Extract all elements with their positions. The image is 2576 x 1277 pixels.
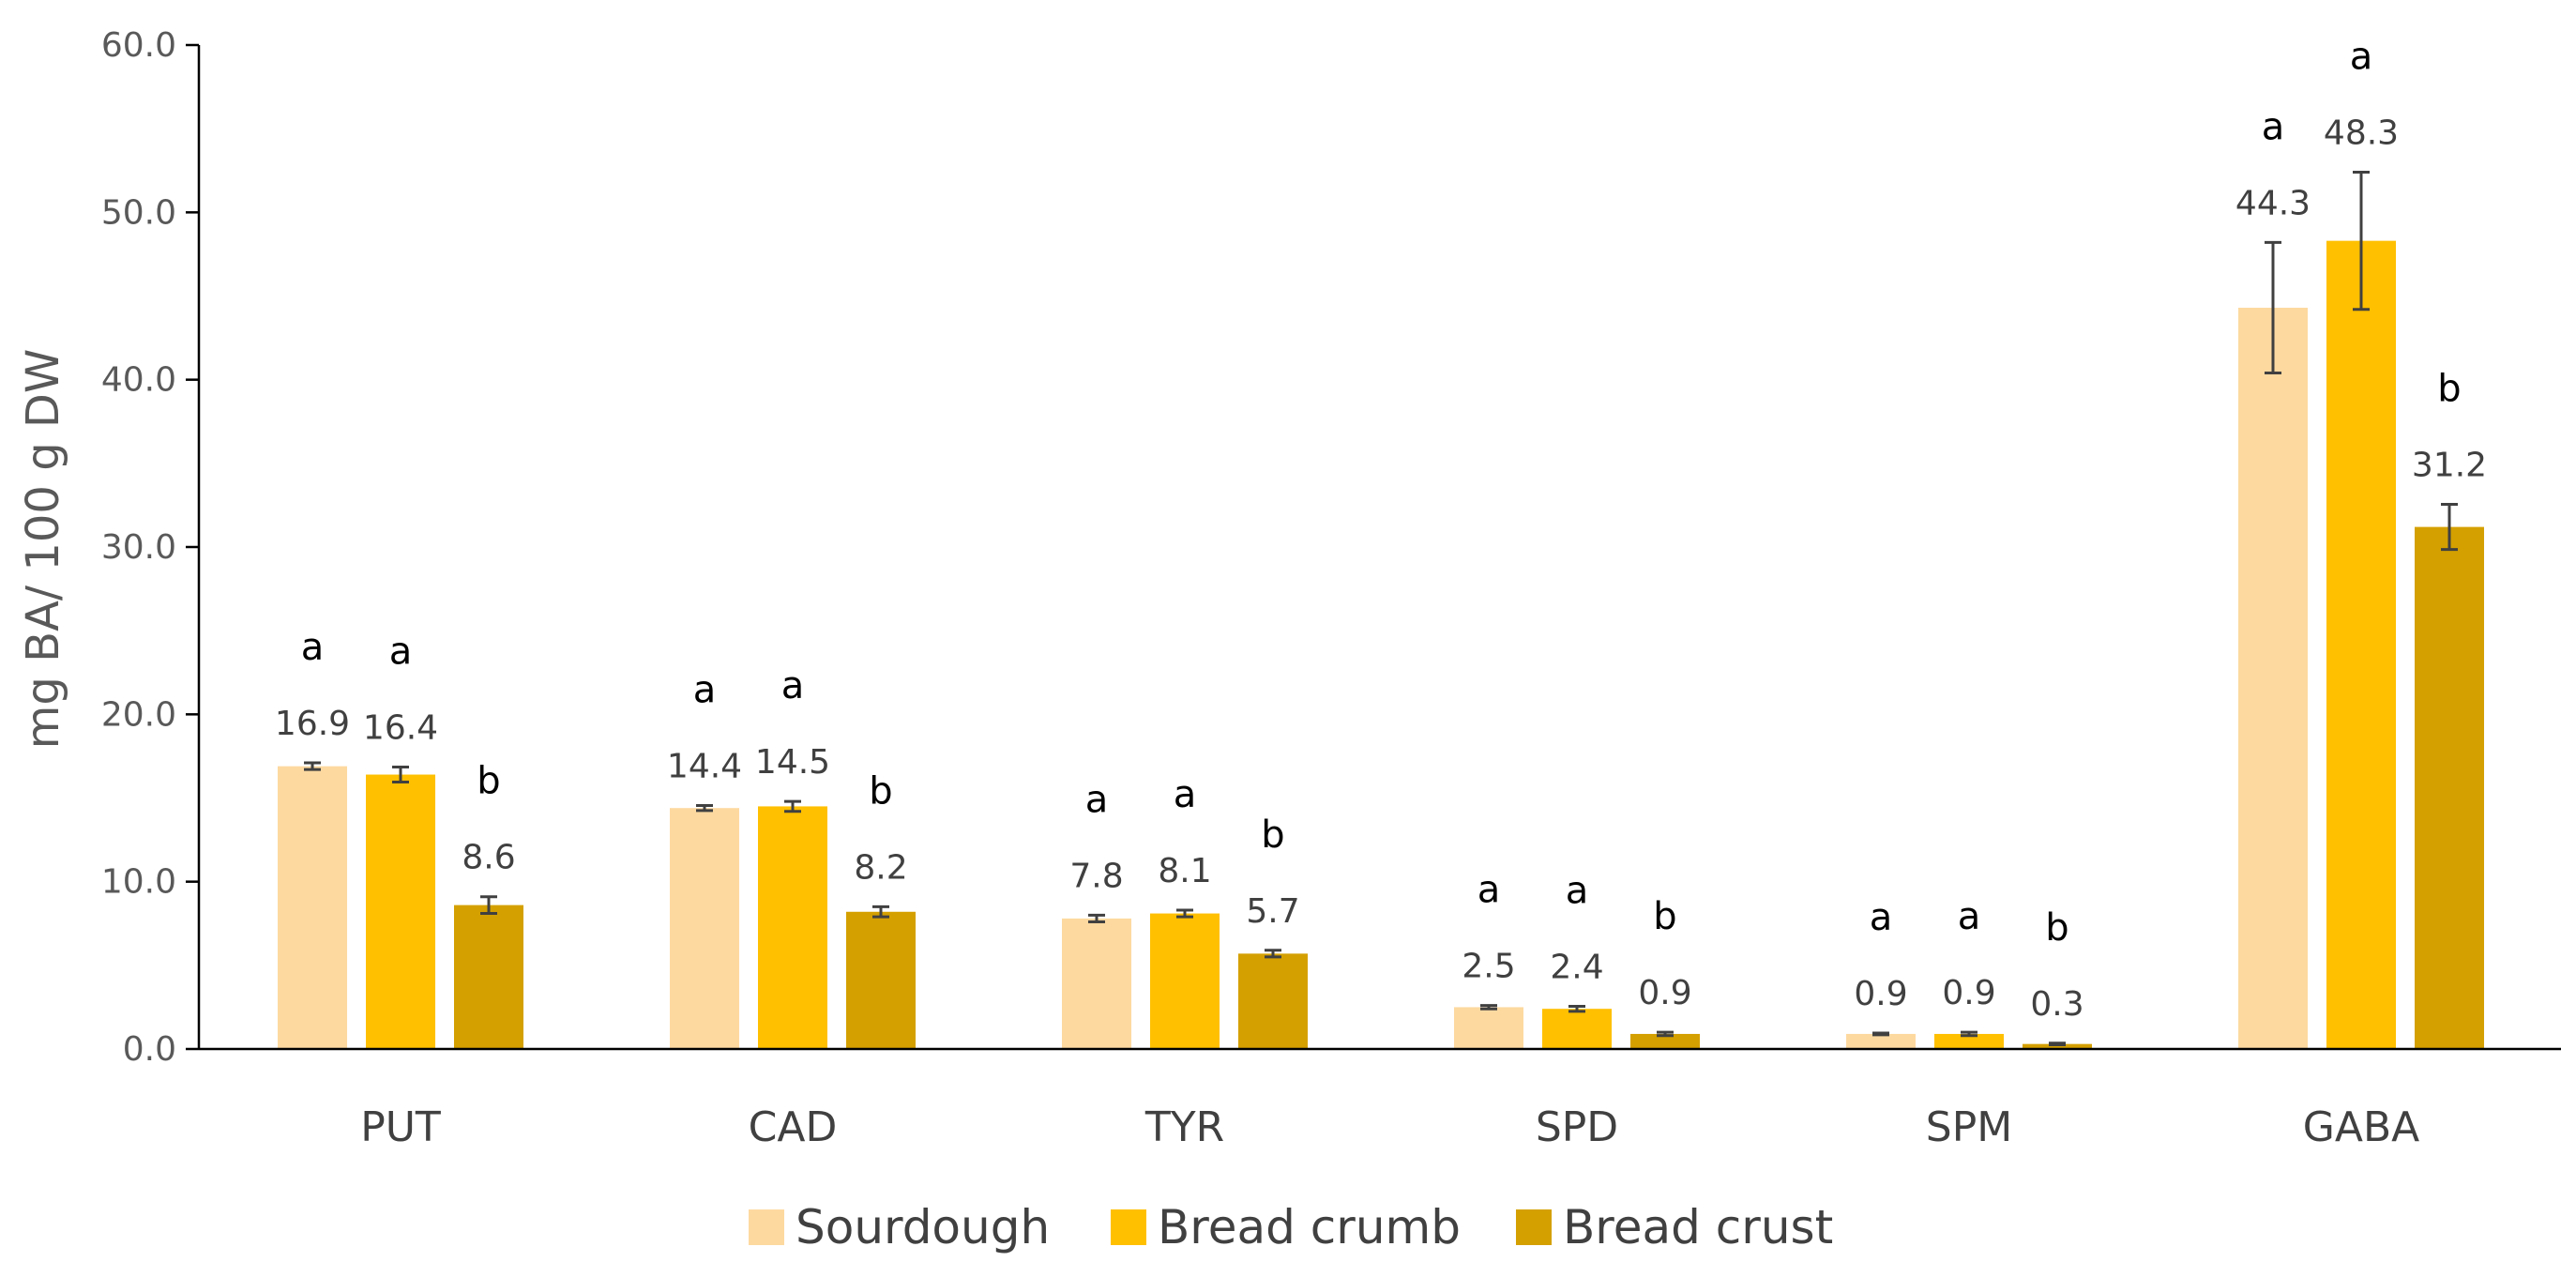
y-tick-label: 40.0 — [101, 361, 176, 400]
data-label: 0.3 — [2030, 985, 2084, 1024]
bar — [1542, 1009, 1612, 1049]
bar — [1630, 1033, 1700, 1049]
significance-letter: a — [2262, 105, 2285, 148]
y-tick-label: 10.0 — [101, 863, 176, 902]
bar — [1846, 1033, 1916, 1049]
bar — [278, 766, 347, 1049]
y-tick-label: 30.0 — [101, 528, 176, 567]
significance-letter: a — [1870, 896, 1893, 939]
data-label: 5.7 — [1246, 892, 1299, 931]
legend-label: Bread crust — [1563, 1200, 1833, 1254]
y-tick-label: 60.0 — [101, 26, 176, 65]
data-label: 31.2 — [2412, 447, 2487, 485]
data-label: 0.9 — [1638, 974, 1691, 1012]
data-label: 8.1 — [1158, 852, 1211, 890]
bar — [2415, 526, 2484, 1049]
data-label: 7.8 — [1069, 857, 1123, 895]
legend-label: Bread crumb — [1158, 1200, 1461, 1254]
significance-letter: a — [2350, 36, 2373, 79]
bar — [2326, 240, 2396, 1049]
data-label: 2.4 — [1550, 949, 1603, 987]
bar — [1934, 1033, 2004, 1049]
data-label: 8.2 — [854, 848, 907, 887]
significance-letter: a — [1477, 869, 1501, 912]
significance-letter: a — [1958, 895, 1981, 938]
data-label: 48.3 — [2324, 114, 2399, 153]
significance-letter: a — [781, 664, 805, 707]
bar — [1454, 1007, 1523, 1049]
legend-swatch — [1516, 1209, 1552, 1245]
bar — [2023, 1043, 2092, 1049]
bar — [670, 808, 739, 1049]
bar — [2238, 307, 2308, 1049]
x-category-label: CAD — [749, 1103, 838, 1151]
data-label: 0.9 — [1942, 974, 1995, 1012]
y-tick-label: 50.0 — [101, 193, 176, 232]
bar — [454, 905, 523, 1049]
x-category-label: SPD — [1536, 1103, 1618, 1151]
x-category-label: SPM — [1926, 1103, 2012, 1151]
significance-letter: b — [2045, 906, 2068, 950]
significance-letter: b — [1653, 895, 1676, 938]
data-label: 16.4 — [363, 709, 438, 748]
legend-swatch — [749, 1209, 784, 1245]
significance-letter: a — [301, 626, 325, 669]
significance-letter: a — [1566, 870, 1589, 913]
y-tick-label: 20.0 — [101, 695, 176, 734]
data-label: 14.4 — [667, 748, 742, 786]
data-label: 0.9 — [1854, 975, 1907, 1013]
bar — [1062, 918, 1131, 1049]
x-category-label: TYR — [1144, 1103, 1224, 1151]
significance-letter: b — [2437, 368, 2461, 411]
significance-letter: b — [1261, 813, 1284, 857]
data-label: 8.6 — [462, 839, 515, 877]
y-tick-label: 0.0 — [123, 1030, 176, 1069]
significance-letter: a — [389, 631, 413, 674]
legend-label: Sourdough — [796, 1200, 1050, 1254]
significance-letter: a — [1085, 778, 1109, 821]
significance-letter: a — [693, 669, 717, 712]
x-category-label: GABA — [2303, 1103, 2419, 1151]
significance-letter: b — [869, 769, 892, 813]
y-axis-title: mg BA/ 100 g DW — [17, 349, 69, 750]
data-label: 2.5 — [1462, 948, 1515, 986]
bar — [846, 911, 916, 1049]
data-label: 44.3 — [2235, 184, 2311, 222]
data-label: 14.5 — [755, 743, 830, 782]
bar — [758, 806, 827, 1049]
bar — [366, 774, 435, 1049]
data-label: 16.9 — [275, 705, 350, 743]
significance-letter: a — [1174, 773, 1197, 816]
legend-swatch — [1111, 1209, 1146, 1245]
significance-letter: b — [477, 760, 500, 803]
x-category-label: PUT — [360, 1103, 441, 1151]
bar — [1238, 953, 1308, 1049]
bar — [1150, 913, 1220, 1049]
